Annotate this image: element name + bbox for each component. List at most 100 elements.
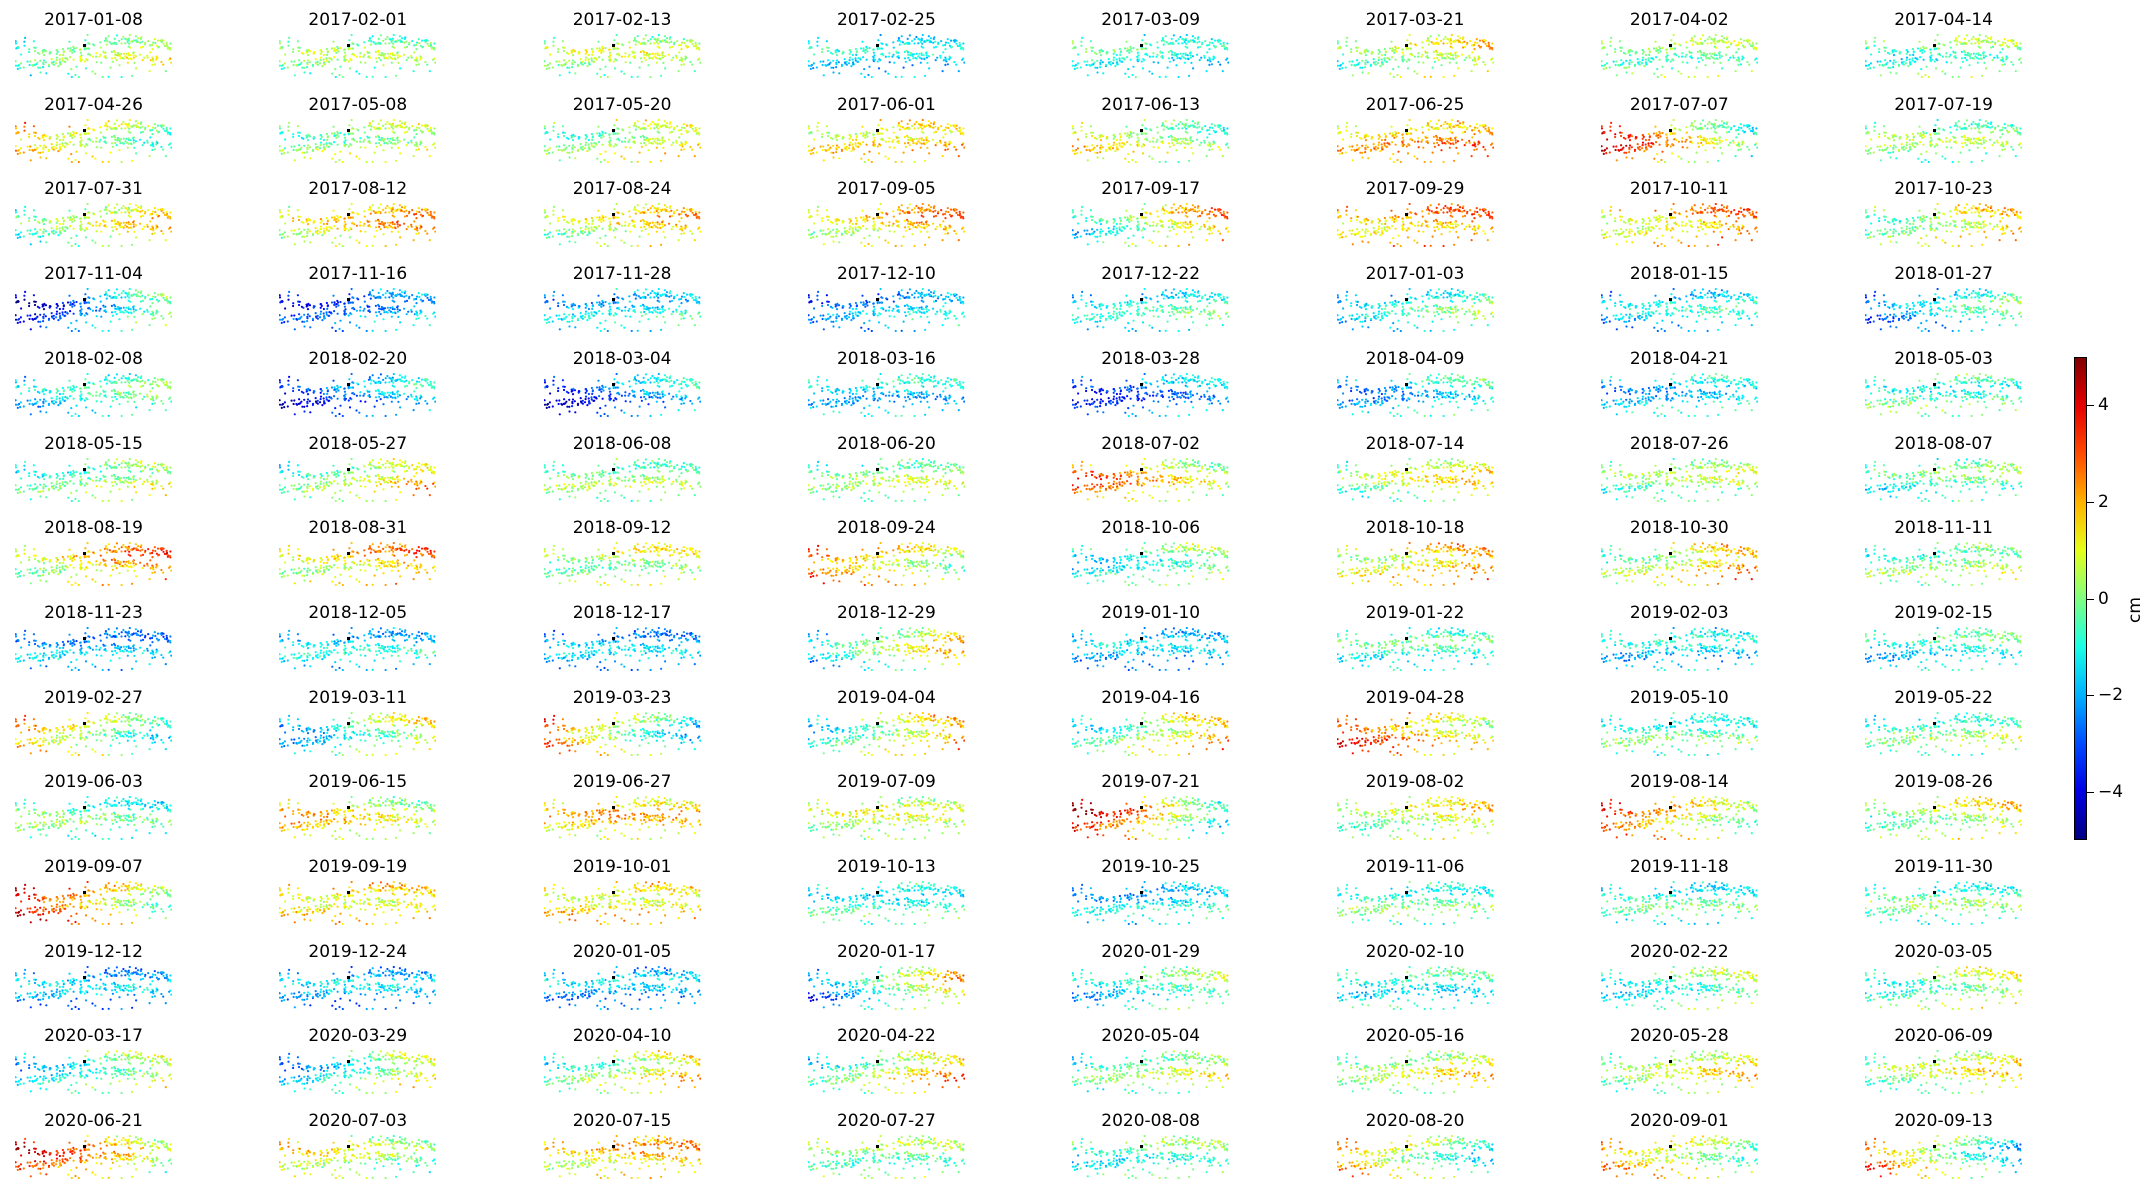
scatter-point <box>17 131 20 134</box>
scatter-point <box>904 60 907 63</box>
scatter-point <box>115 59 118 62</box>
scatter-point <box>1184 45 1187 48</box>
scatter-point <box>1420 53 1424 56</box>
scatter-point <box>1355 49 1358 53</box>
scatter-point <box>862 49 865 52</box>
scatter-point <box>1212 58 1215 61</box>
scatter-point <box>1441 137 1444 140</box>
scatter-point <box>1963 42 1967 45</box>
scatter-point <box>914 56 917 60</box>
scatter-point <box>165 41 168 44</box>
scatter-point <box>1124 72 1127 75</box>
scatter-point <box>1726 40 1730 43</box>
scatter-point <box>906 51 910 54</box>
scatter-point <box>66 132 70 135</box>
scatter-point <box>162 127 165 130</box>
scatter-point <box>307 48 310 51</box>
scatter-point <box>334 134 337 137</box>
scatter-point <box>1732 56 1735 59</box>
scatter-point <box>421 39 424 42</box>
scatter-point <box>903 141 906 145</box>
scatter-point <box>143 225 146 229</box>
scatter-point <box>1360 156 1364 159</box>
scatter-point <box>920 42 924 45</box>
scatter-point <box>887 55 891 58</box>
scatter-point <box>601 50 605 53</box>
scatter-point <box>1439 148 1443 151</box>
scatter-point <box>840 63 843 66</box>
scatter-point <box>1753 143 1756 146</box>
scatter-point <box>548 138 551 141</box>
scatter-point <box>1388 47 1391 50</box>
scatter-point <box>1925 46 1928 50</box>
scatter-point <box>628 146 631 149</box>
scatter-point <box>1711 141 1714 144</box>
scatter-point <box>1694 41 1697 44</box>
scatter-point <box>1933 48 1936 51</box>
scatter-point <box>892 131 895 134</box>
scatter-point <box>118 39 121 42</box>
scatter-point <box>134 204 137 207</box>
scatter-point <box>120 207 123 210</box>
scatter-point <box>934 143 937 146</box>
scatter-point <box>2012 63 2015 66</box>
scatter-point <box>565 136 568 139</box>
scatter-point <box>42 235 45 238</box>
scatter-point <box>55 56 59 59</box>
scatter-point <box>597 47 601 50</box>
scatter-point <box>320 133 323 136</box>
scatter-point <box>1168 57 1171 60</box>
scatter-point <box>415 143 418 146</box>
scatter-point <box>61 57 64 60</box>
scatter-point <box>103 124 106 127</box>
scatter-point <box>1709 42 1713 45</box>
panel-title: 2017-07-19 <box>1845 95 2042 115</box>
scatter-point <box>1663 160 1666 163</box>
scatter-point <box>1171 141 1174 144</box>
scatter-point <box>375 50 378 53</box>
scatter-point <box>160 60 163 64</box>
scatter-point <box>1715 40 1719 43</box>
scatter-point <box>911 53 914 56</box>
scatter-point <box>1475 126 1478 129</box>
scatter-point <box>1692 40 1695 43</box>
scatter-point <box>29 158 32 162</box>
scatter-point <box>1462 125 1465 128</box>
scatter-point <box>1925 131 1928 134</box>
scatter-point <box>1090 131 1093 134</box>
scatter-point <box>120 42 123 45</box>
scatter-point <box>1677 128 1681 131</box>
scatter-point <box>2001 59 2004 62</box>
scatter-point <box>1421 61 1424 64</box>
scatter-point <box>1377 143 1380 146</box>
scatter-point <box>1449 39 1452 42</box>
scatter-point <box>287 125 290 128</box>
scatter-point <box>1408 118 1411 121</box>
scatter-point <box>872 133 875 136</box>
panel-title: 2017-02-25 <box>788 10 985 30</box>
scatter-point <box>68 125 71 128</box>
scatter-point <box>895 136 898 139</box>
scatter-point <box>1405 132 1408 135</box>
scatter-point <box>1394 135 1398 138</box>
scatter-point <box>1619 143 1622 146</box>
scatter-point <box>1929 133 1932 136</box>
scatter-point <box>1187 40 1190 43</box>
scatter-point <box>116 136 119 139</box>
scatter-point <box>1477 56 1480 59</box>
scatter-point <box>428 44 431 47</box>
scatter-point <box>1884 59 1887 62</box>
scatter-point <box>418 126 421 129</box>
scatter-point <box>1959 151 1962 154</box>
scatter-point <box>1388 132 1391 135</box>
scatter-point <box>303 66 306 69</box>
scatter-point <box>359 136 362 139</box>
scatter-point <box>1442 160 1445 163</box>
scatter-point <box>99 53 102 56</box>
scatter-point <box>351 53 354 56</box>
scatter-point <box>830 66 833 69</box>
scatter-point <box>1971 141 1974 144</box>
scatter-point <box>1751 128 1754 131</box>
scatter-point <box>1099 150 1102 153</box>
scatter-point <box>1660 73 1663 77</box>
